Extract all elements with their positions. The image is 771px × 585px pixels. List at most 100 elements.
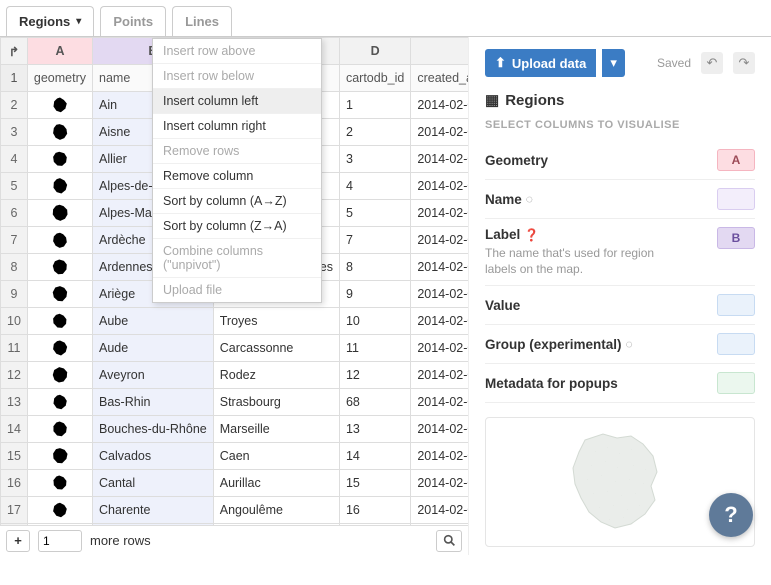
- help-fab[interactable]: ?: [709, 493, 753, 537]
- table-row[interactable]: 15CalvadosCaen142014-02-09T22:21:5: [1, 443, 469, 470]
- search-button[interactable]: [436, 530, 462, 552]
- slot-metadata[interactable]: [717, 372, 755, 394]
- cell-geometry[interactable]: [27, 146, 92, 173]
- cell-ts[interactable]: 2014-02-09T22:21:5: [411, 92, 468, 119]
- cfg-value[interactable]: Value: [485, 286, 755, 325]
- help-icon[interactable]: ❓: [524, 228, 539, 242]
- cell-c[interactable]: Aurillac: [213, 470, 339, 497]
- cell-c[interactable]: Carcassonne: [213, 335, 339, 362]
- cell-ts[interactable]: 2014-02-09T22:21:5: [411, 227, 468, 254]
- ctx-sort-za[interactable]: Sort by column (Z→A): [153, 214, 321, 239]
- cell-geometry[interactable]: [27, 416, 92, 443]
- cell-geometry[interactable]: [27, 335, 92, 362]
- cell-name[interactable]: Charente: [93, 497, 214, 524]
- cell-id[interactable]: 11: [339, 335, 410, 362]
- help-icon[interactable]: ◌: [526, 192, 533, 206]
- cell-id[interactable]: 12: [339, 362, 410, 389]
- cell-geometry[interactable]: [27, 119, 92, 146]
- cell-geometry[interactable]: [27, 200, 92, 227]
- cell-c[interactable]: Caen: [213, 443, 339, 470]
- cell-ts[interactable]: 2014-02-09T22:21:5: [411, 470, 468, 497]
- cell-c[interactable]: Marseille: [213, 416, 339, 443]
- cfg-metadata[interactable]: Metadata for popups: [485, 364, 755, 403]
- table-row[interactable]: 16CantalAurillac152014-02-09T22:21:5: [1, 470, 469, 497]
- cell-name[interactable]: Charente-Maritime: [93, 524, 214, 526]
- table-row[interactable]: 18Charente-MaritimeLa Rochelle172014-02-…: [1, 524, 469, 526]
- row-number[interactable]: 17: [1, 497, 28, 524]
- row-number[interactable]: 5: [1, 173, 28, 200]
- cell-ts[interactable]: 2014-02-09T22:21:5: [411, 416, 468, 443]
- cell-name[interactable]: Cantal: [93, 470, 214, 497]
- cell-geometry[interactable]: [27, 524, 92, 526]
- ctx-insert-row-above[interactable]: Insert row above: [153, 39, 321, 64]
- ctx-sort-az[interactable]: Sort by column (A→Z): [153, 189, 321, 214]
- col-header-D[interactable]: D: [339, 38, 410, 65]
- table-row[interactable]: 12AveyronRodez122014-02-09T22:21:5: [1, 362, 469, 389]
- ctx-upload[interactable]: Upload file: [153, 278, 321, 302]
- table-row[interactable]: 10AubeTroyes102014-02-09T22:21:5: [1, 308, 469, 335]
- cell-ts[interactable]: 2014-02-09T22:21:5: [411, 362, 468, 389]
- cell-geometry[interactable]: [27, 389, 92, 416]
- cell-name[interactable]: Aube: [93, 308, 214, 335]
- cell-c[interactable]: Strasbourg: [213, 389, 339, 416]
- cfg-geometry[interactable]: Geometry A: [485, 141, 755, 180]
- cell-id[interactable]: 13: [339, 416, 410, 443]
- cfg-label[interactable]: Label❓ The name that's used for region l…: [485, 219, 755, 286]
- undo-button[interactable]: ↶: [701, 52, 723, 74]
- tab-lines[interactable]: Lines: [172, 6, 232, 36]
- cell-ts[interactable]: 2014-02-09T22:21:5: [411, 524, 468, 526]
- cell-ts[interactable]: 2014-02-09T22:21:5: [411, 389, 468, 416]
- cell-ts[interactable]: 2014-02-09T22:21:5: [411, 146, 468, 173]
- row-number[interactable]: 13: [1, 389, 28, 416]
- cell-id[interactable]: 1: [339, 92, 410, 119]
- row-number[interactable]: 14: [1, 416, 28, 443]
- slot-name[interactable]: [717, 188, 755, 210]
- colname-created[interactable]: created_at: [411, 65, 468, 92]
- row-number[interactable]: 9: [1, 281, 28, 308]
- cell-id[interactable]: 8: [339, 254, 410, 281]
- cell-ts[interactable]: 2014-02-09T22:21:5: [411, 254, 468, 281]
- redo-button[interactable]: ↷: [733, 52, 755, 74]
- tab-points[interactable]: Points: [100, 6, 166, 36]
- cell-geometry[interactable]: [27, 281, 92, 308]
- cell-c[interactable]: Troyes: [213, 308, 339, 335]
- row-number[interactable]: 16: [1, 470, 28, 497]
- cell-id[interactable]: 16: [339, 497, 410, 524]
- colname-geometry[interactable]: geometry: [27, 65, 92, 92]
- row-number[interactable]: 6: [1, 200, 28, 227]
- slot-label[interactable]: B: [717, 227, 755, 249]
- data-grid[interactable]: ↱ A B C D E 1 geometry name cartodb_id c…: [0, 37, 468, 525]
- row-number[interactable]: 1: [1, 65, 28, 92]
- cell-id[interactable]: 2: [339, 119, 410, 146]
- row-number[interactable]: 2: [1, 92, 28, 119]
- row-number[interactable]: 4: [1, 146, 28, 173]
- table-row[interactable]: 17 CharenteAngoulême162014-02-09T22:21:5: [1, 497, 469, 524]
- cell-geometry[interactable]: [27, 92, 92, 119]
- cell-c[interactable]: Angoulême: [213, 497, 339, 524]
- cell-geometry[interactable]: [27, 173, 92, 200]
- table-row[interactable]: 11AudeCarcassonne112014-02-09T22:21:5: [1, 335, 469, 362]
- row-number[interactable]: 10: [1, 308, 28, 335]
- cell-ts[interactable]: 2014-02-09T22:21:5: [411, 443, 468, 470]
- table-row[interactable]: 13Bas-RhinStrasbourg682014-02-09T22:21:5: [1, 389, 469, 416]
- slot-group[interactable]: [717, 333, 755, 355]
- col-header-A[interactable]: A: [27, 38, 92, 65]
- cell-id[interactable]: 10: [339, 308, 410, 335]
- upload-menu-button[interactable]: ▾: [602, 49, 625, 77]
- cell-id[interactable]: 3: [339, 146, 410, 173]
- col-header-E[interactable]: E: [411, 38, 468, 65]
- cell-ts[interactable]: 2014-02-09T22:21:5: [411, 119, 468, 146]
- ctx-insert-col-right[interactable]: Insert column right: [153, 114, 321, 139]
- cell-id[interactable]: 17: [339, 524, 410, 526]
- cell-id[interactable]: 9: [339, 281, 410, 308]
- cell-name[interactable]: Bouches-du-Rhône: [93, 416, 214, 443]
- help-icon[interactable]: ◌: [626, 337, 633, 351]
- row-number[interactable]: 7: [1, 227, 28, 254]
- ctx-insert-col-left[interactable]: Insert column left: [153, 89, 321, 114]
- add-rows-button[interactable]: +: [6, 530, 30, 552]
- cell-name[interactable]: Bas-Rhin: [93, 389, 214, 416]
- row-number[interactable]: 12: [1, 362, 28, 389]
- cell-name[interactable]: Aude: [93, 335, 214, 362]
- cell-id[interactable]: 7: [339, 227, 410, 254]
- row-number[interactable]: 18: [1, 524, 28, 526]
